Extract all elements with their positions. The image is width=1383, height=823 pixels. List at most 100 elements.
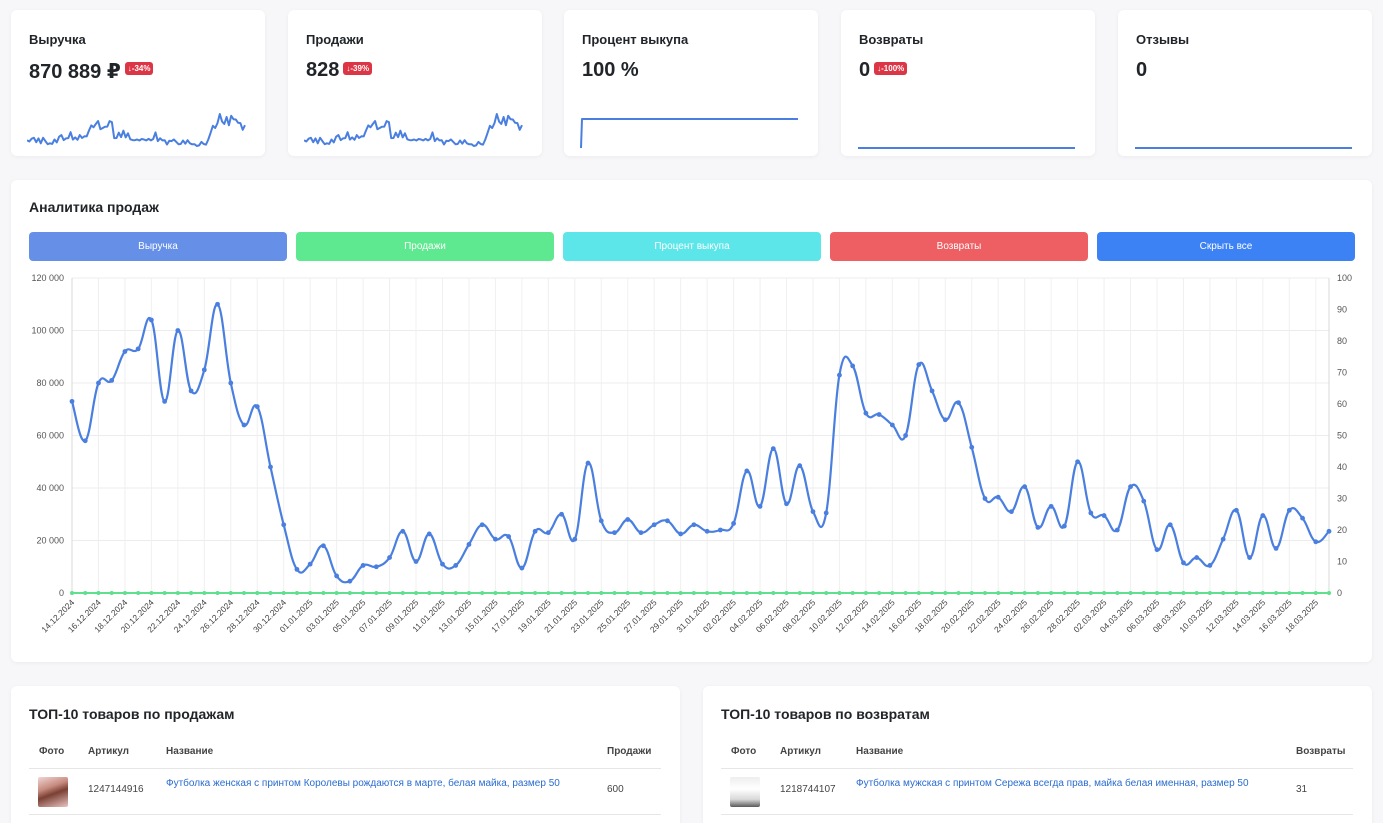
- sales-series-point[interactable]: [109, 591, 114, 595]
- product-photo[interactable]: [38, 777, 68, 807]
- revenue-series-point[interactable]: [413, 559, 419, 564]
- sales-series-point[interactable]: [414, 591, 419, 595]
- revenue-series-point[interactable]: [1207, 563, 1213, 568]
- sales-series-point[interactable]: [533, 591, 538, 595]
- revenue-series-point[interactable]: [982, 496, 988, 501]
- revenue-series-point[interactable]: [453, 563, 459, 568]
- sales-series-point[interactable]: [546, 591, 551, 595]
- sales-series-point[interactable]: [771, 591, 776, 595]
- sales-series-point[interactable]: [228, 591, 233, 595]
- revenue-series-point[interactable]: [466, 542, 472, 547]
- revenue-series-point[interactable]: [1286, 507, 1292, 513]
- sales-series-point[interactable]: [1287, 591, 1292, 595]
- revenue-series-point[interactable]: [1048, 503, 1054, 509]
- revenue-series-point[interactable]: [823, 510, 829, 516]
- revenue-series-point[interactable]: [1061, 523, 1067, 529]
- sales-series-point[interactable]: [1194, 591, 1199, 595]
- sales-series-point[interactable]: [837, 591, 842, 595]
- revenue-series-point[interactable]: [956, 400, 961, 406]
- sales-series-point[interactable]: [387, 591, 392, 595]
- sales-series-point[interactable]: [691, 591, 696, 595]
- revenue-series-point[interactable]: [109, 377, 115, 383]
- sales-series-point[interactable]: [638, 591, 643, 595]
- revenue-series-point[interactable]: [228, 380, 234, 386]
- sales-series-point[interactable]: [427, 591, 432, 595]
- revenue-series-point[interactable]: [1035, 524, 1041, 530]
- product-name-link[interactable]: Футболка мужская с принтом Сережа всегда…: [856, 778, 1249, 789]
- sales-series-point[interactable]: [1234, 591, 1239, 595]
- revenue-series-point[interactable]: [1273, 545, 1279, 551]
- sales-series-point[interactable]: [943, 591, 948, 595]
- revenue-series-point[interactable]: [995, 494, 1001, 500]
- revenue-series-point[interactable]: [1088, 510, 1094, 516]
- sales-series-point[interactable]: [625, 591, 630, 595]
- revenue-series-point[interactable]: [69, 398, 75, 404]
- hide-all-button[interactable]: Скрыть все: [1097, 232, 1355, 261]
- revenue-series-point[interactable]: [665, 518, 670, 524]
- sales-series-point[interactable]: [652, 591, 657, 595]
- sales-series-point[interactable]: [969, 591, 974, 595]
- sales-series-point[interactable]: [731, 591, 736, 595]
- toggle-sales-button[interactable]: Продажи: [296, 232, 554, 261]
- sales-series-point[interactable]: [877, 591, 882, 595]
- sales-series-point[interactable]: [1088, 591, 1093, 595]
- sales-series-point[interactable]: [294, 591, 299, 595]
- revenue-series-point[interactable]: [1326, 528, 1332, 534]
- revenue-series-point[interactable]: [148, 317, 154, 323]
- revenue-series-point[interactable]: [717, 527, 723, 533]
- revenue-series-point[interactable]: [1313, 539, 1319, 545]
- revenue-series-point[interactable]: [691, 522, 697, 528]
- sales-series-point[interactable]: [824, 591, 829, 595]
- sales-series-point[interactable]: [321, 591, 326, 595]
- revenue-series-point[interactable]: [440, 561, 445, 567]
- revenue-series-point[interactable]: [1181, 560, 1186, 566]
- revenue-series-point[interactable]: [744, 468, 750, 474]
- sales-series-point[interactable]: [175, 591, 180, 595]
- sales-series-point[interactable]: [1075, 591, 1080, 595]
- sales-series-point[interactable]: [506, 591, 511, 595]
- sales-series-point[interactable]: [361, 591, 366, 595]
- revenue-series-point[interactable]: [162, 398, 168, 404]
- revenue-series-point[interactable]: [770, 446, 776, 452]
- revenue-series-point[interactable]: [493, 536, 498, 542]
- sales-series-point[interactable]: [96, 591, 101, 595]
- sales-series-point[interactable]: [1154, 591, 1159, 595]
- revenue-series-point[interactable]: [175, 328, 181, 333]
- revenue-series-point[interactable]: [135, 346, 141, 352]
- sales-series-point[interactable]: [1207, 591, 1212, 595]
- sales-series-point[interactable]: [281, 591, 286, 595]
- toggle-returns-button[interactable]: Возвраты: [830, 232, 1088, 261]
- sales-series-point[interactable]: [744, 591, 749, 595]
- revenue-series-point[interactable]: [321, 543, 326, 549]
- sales-series-point[interactable]: [758, 591, 763, 595]
- sales-series-point[interactable]: [347, 591, 352, 595]
- revenue-series-point[interactable]: [1009, 509, 1014, 515]
- revenue-series-point[interactable]: [1075, 459, 1080, 465]
- revenue-series-point[interactable]: [784, 501, 789, 507]
- revenue-series-point[interactable]: [82, 438, 88, 444]
- sales-series-point[interactable]: [1049, 591, 1054, 595]
- revenue-series-point[interactable]: [215, 301, 220, 307]
- revenue-series-point[interactable]: [532, 528, 538, 534]
- revenue-series-point[interactable]: [1101, 513, 1107, 518]
- revenue-series-point[interactable]: [559, 511, 564, 517]
- sales-series-point[interactable]: [705, 591, 710, 595]
- sales-series-point[interactable]: [162, 591, 167, 595]
- sales-series-point[interactable]: [374, 591, 379, 595]
- sales-series-point[interactable]: [890, 591, 895, 595]
- revenue-series-point[interactable]: [572, 536, 578, 542]
- revenue-series-point[interactable]: [479, 522, 485, 528]
- revenue-series-point[interactable]: [863, 410, 869, 416]
- revenue-series-point[interactable]: [810, 509, 816, 515]
- sales-series-point[interactable]: [850, 591, 855, 595]
- revenue-series-point[interactable]: [268, 464, 273, 470]
- product-name-link[interactable]: Футболка женская с принтом Королевы рожд…: [166, 778, 560, 789]
- sales-series-point[interactable]: [956, 591, 961, 595]
- sales-series-point[interactable]: [612, 591, 617, 595]
- revenue-series-point[interactable]: [426, 531, 432, 537]
- sales-series-point[interactable]: [1128, 591, 1133, 595]
- revenue-series-point[interactable]: [294, 566, 300, 572]
- revenue-series-point[interactable]: [585, 460, 591, 466]
- revenue-series-point[interactable]: [837, 372, 842, 378]
- sales-series-point[interactable]: [480, 591, 485, 595]
